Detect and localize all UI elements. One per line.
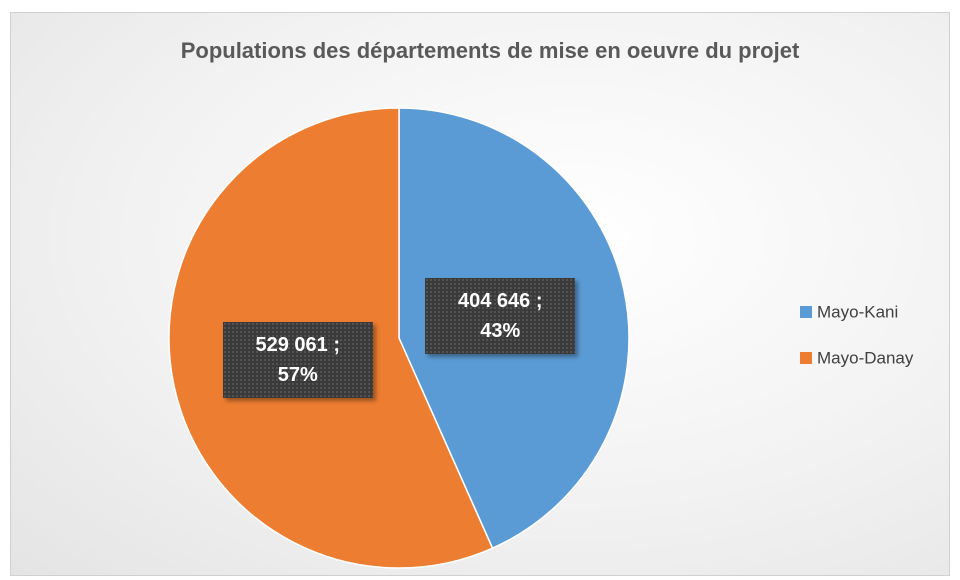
- legend-swatch: [800, 306, 812, 318]
- legend-label: Mayo-Danay: [817, 348, 914, 367]
- data-label: 404 646 ; 43%: [425, 278, 576, 355]
- legend-swatch: [800, 352, 812, 364]
- legend-label: Mayo-Kani: [817, 302, 898, 321]
- chart-title: Populations des départements de mise en …: [181, 38, 800, 63]
- data-label: 529 061 ; 57%: [222, 321, 373, 398]
